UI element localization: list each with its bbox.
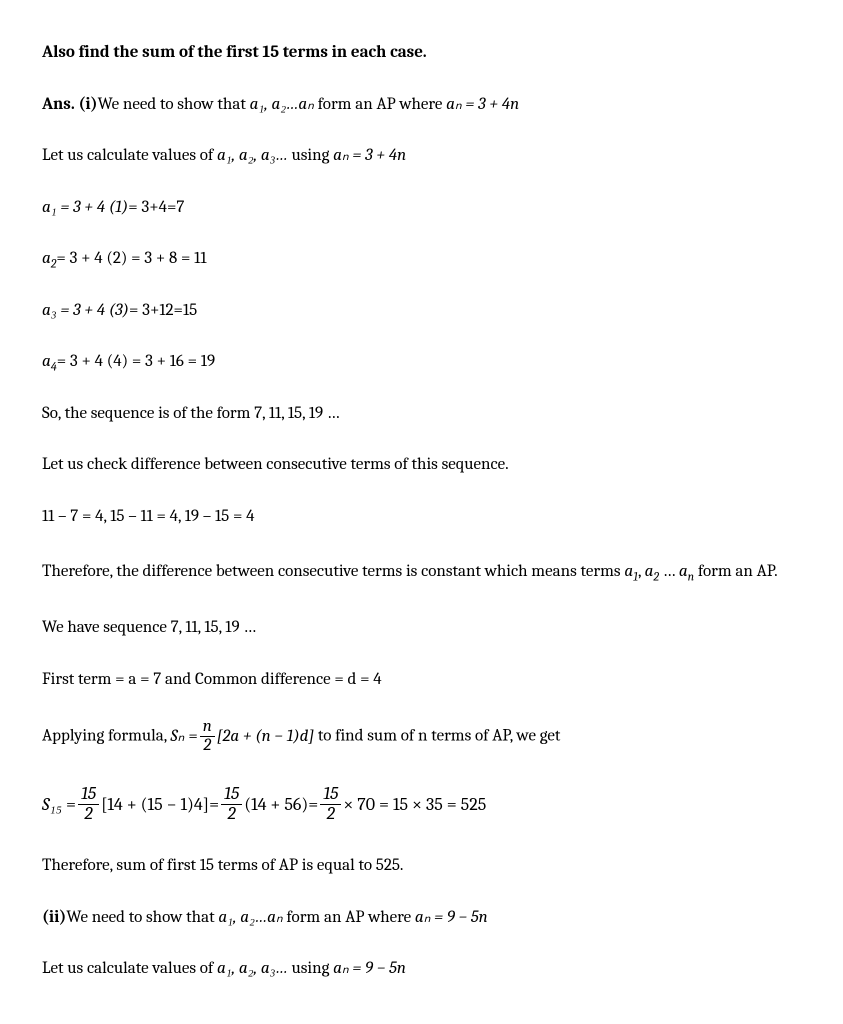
calc-a1-rhs: = 3+4=7	[128, 198, 184, 217]
equals: =	[66, 791, 76, 818]
formula-bracket: [2a + (n − 1)d]	[217, 724, 314, 750]
numerator: 15	[320, 785, 341, 805]
calc-a4: a4= 3 + 4 (4) = 3 + 16 = 19	[42, 349, 801, 375]
calc-a3: a₃ = 3 + 4 (3)= 3+12=15	[42, 298, 801, 324]
fraction-n-2: n 2	[200, 718, 215, 755]
ans-label: Ans. (i)	[42, 95, 98, 114]
calc-a1: a₁ = 3 + 4 (1)= 3+4=7	[42, 195, 801, 221]
denominator: 2	[221, 805, 242, 824]
denominator: 2	[78, 805, 99, 824]
formula-sn: Sₙ = n 2 [2a + (n − 1)d]	[171, 718, 315, 755]
formula-lhs: Sₙ	[171, 724, 185, 750]
text: using	[288, 959, 333, 978]
calc-a1-lhs: a₁ = 3 + 4 (1)	[42, 198, 128, 217]
ii-label: (ii)	[42, 908, 66, 927]
para-sequence: So, the sequence is of the form 7, 11, 1…	[42, 401, 801, 427]
numerator: 15	[78, 785, 99, 805]
calc-a3-rhs: = 3+12=15	[129, 301, 197, 320]
var-a: a	[679, 562, 688, 581]
seq-a1a2a3: a₁, a₂, a₃…	[217, 146, 288, 165]
para-applying-formula: Applying formula, Sₙ = n 2 [2a + (n − 1)…	[42, 718, 801, 755]
equals: =	[209, 791, 219, 818]
para-diffs: 11 – 7 = 4, 15 – 11 = 4, 19 – 15 = 4	[42, 504, 801, 530]
calc-a4-rest: = 3 + 4 (4) = 3 + 16 = 19	[57, 352, 215, 371]
title: Also find the sum of the first 15 terms …	[42, 40, 801, 66]
para-ans-i: Ans. (i)We need to show that a₁, a₂…aₙ f…	[42, 92, 801, 118]
text: Applying formula,	[42, 727, 171, 746]
text: to find sum of n terms of AP, we get	[318, 727, 561, 746]
equals: =	[188, 724, 197, 750]
text: Therefore, the difference between consec…	[42, 562, 624, 581]
para-calc-intro-ii: Let us calculate values of a₁, a₂, a₃… u…	[42, 956, 801, 982]
seq-a1a2a3: a₁, a₂, a₃…	[217, 959, 288, 978]
bracket-1: [14 + (15 − 1)4]	[101, 791, 209, 818]
para-constant: Therefore, the difference between consec…	[42, 555, 801, 589]
denominator: 2	[200, 737, 215, 755]
calc-a2-rest: = 3 + 4 (2) = 3 + 8 = 11	[56, 249, 206, 268]
numerator: 15	[221, 785, 242, 805]
s15-lhs: S₁₅	[42, 791, 62, 818]
s15-equation: S₁₅ = 15 2 [14 + (15 − 1)4] = 15 2 (14 +…	[42, 785, 486, 824]
para-ans-ii: (ii)We need to show that a₁, a₂…aₙ form …	[42, 905, 801, 931]
numerator: n	[200, 718, 215, 737]
text: Let us calculate values of	[42, 959, 217, 978]
calc-s15: S₁₅ = 15 2 [14 + (15 − 1)4] = 15 2 (14 +…	[42, 785, 801, 824]
calc-a3-lhs: a₃ = 3 + 4 (3)	[42, 301, 129, 320]
denominator: 2	[320, 805, 341, 824]
para-check-diff: Let us check difference between consecut…	[42, 452, 801, 478]
tail: × 70 = 15 × 35 = 525	[343, 791, 486, 818]
para-first-term: First term = a = 7 and Common difference…	[42, 667, 801, 693]
formula-an-ii: aₙ = 9 − 5n	[333, 959, 406, 978]
var-a: a	[42, 352, 51, 371]
text: form an AP where	[314, 95, 446, 114]
text: form an AP.	[694, 562, 778, 581]
para-calc-intro: Let us calculate values of a₁, a₂, a₃… u…	[42, 143, 801, 169]
fraction-15-2-c: 15 2	[320, 785, 341, 824]
text: …	[659, 562, 679, 581]
fraction-15-2-b: 15 2	[221, 785, 242, 824]
var-a: a	[624, 562, 633, 581]
formula-an: aₙ = 3 + 4n	[333, 146, 406, 165]
formula-an: aₙ = 3 + 4n	[446, 95, 519, 114]
seq-a1an: a₁, a₂…aₙ	[218, 908, 282, 927]
equals: =	[308, 791, 318, 818]
text: Let us calculate values of	[42, 146, 217, 165]
text: We need to show that	[66, 908, 218, 927]
paren-2: (14 + 56)	[244, 791, 308, 818]
text: We need to show that	[98, 95, 250, 114]
formula-an-ii: aₙ = 9 − 5n	[415, 908, 488, 927]
var-a: a	[42, 249, 51, 268]
seq-a1an: a₁, a₂…aₙ	[250, 95, 314, 114]
para-therefore-sum: Therefore, sum of first 15 terms of AP i…	[42, 853, 801, 879]
fraction-15-2-a: 15 2	[78, 785, 99, 824]
para-have-sequence: We have sequence 7, 11, 15, 19 …	[42, 615, 801, 641]
text: form an AP where	[283, 908, 415, 927]
text: using	[288, 146, 333, 165]
text: ,	[638, 562, 645, 581]
calc-a2: a2= 3 + 4 (2) = 3 + 8 = 11	[42, 246, 801, 272]
